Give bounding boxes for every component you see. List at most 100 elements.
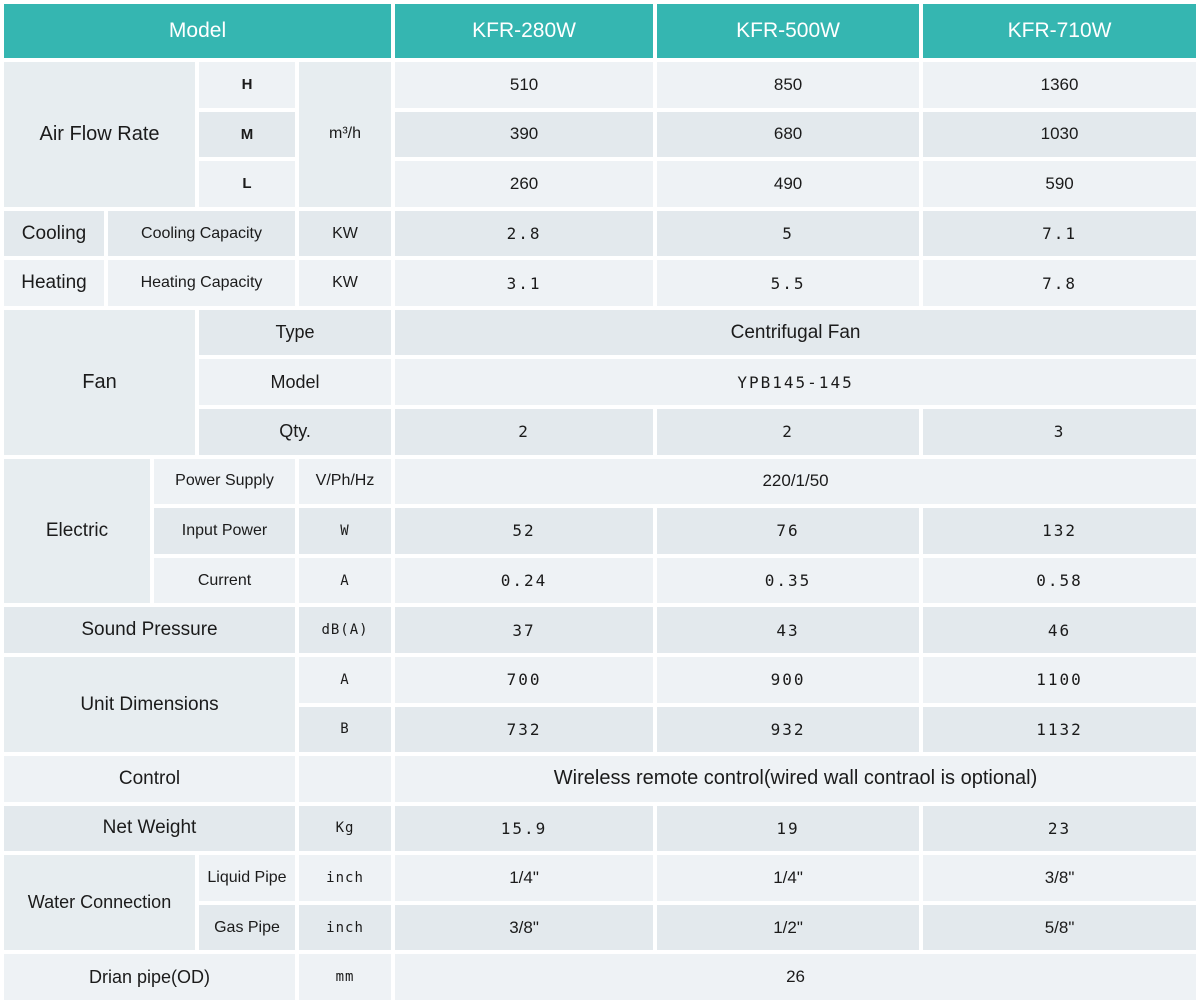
input-power-unit: W <box>299 508 392 554</box>
air-flow-l-value-280w: 260 <box>395 161 654 207</box>
power-supply-row: Electric Power Supply V/Ph/Hz 220/1/50 <box>4 458 1197 604</box>
current-row: Current A 0.24 0.35 0.58 <box>4 557 1197 604</box>
model-header-label: Model <box>4 4 392 58</box>
air-flow-m-row: M 390 680 1030 <box>4 111 1197 158</box>
liquid-pipe-value-710w: 3/8" <box>923 855 1197 901</box>
heating-value-280w: 3.1 <box>395 260 654 306</box>
dimension-b-value-710w: 1132 <box>923 706 1197 753</box>
fan-model-label: Model <box>199 359 392 406</box>
cooling-row: Cooling Cooling Capacity KW 2.8 5 7.1 <box>4 210 1197 257</box>
sound-pressure-row: Sound Pressure dB(A) 37 43 46 <box>4 607 1197 653</box>
air-flow-m-key: M <box>199 111 295 158</box>
fan-qty-value-710w: 3 <box>923 409 1197 455</box>
air-flow-h-row: Air Flow Rate H m³/h 510 850 1360 <box>4 62 1197 207</box>
air-flow-h-value-500w: 850 <box>657 62 920 108</box>
cooling-value-500w: 5 <box>657 210 920 257</box>
dimension-a-value-280w: 700 <box>395 656 654 703</box>
fan-qty-value-280w: 2 <box>395 409 654 455</box>
drain-pipe-unit: mm <box>299 954 392 1000</box>
fan-qty-label: Qty. <box>199 409 392 455</box>
current-value-500w: 0.35 <box>657 557 920 604</box>
air-flow-m-value-710w: 1030 <box>923 111 1197 158</box>
heating-value-710w: 7.8 <box>923 260 1197 306</box>
air-flow-h-value-280w: 510 <box>395 62 654 108</box>
cooling-value-710w: 7.1 <box>923 210 1197 257</box>
column-header-kfr-280w: KFR-280W <box>395 4 654 58</box>
dimension-a-key: A <box>299 656 392 703</box>
cooling-unit: KW <box>299 210 392 257</box>
fan-qty-row: Qty. 2 2 3 <box>4 409 1197 455</box>
net-weight-value-710w: 23 <box>923 805 1197 852</box>
heating-unit: KW <box>299 260 392 306</box>
control-value: Wireless remote control(wired wall contr… <box>395 756 1197 802</box>
heating-row: Heating Heating Capacity KW 3.1 5.5 7.8 <box>4 260 1197 306</box>
power-supply-unit: V/Ph/Hz <box>299 458 392 505</box>
current-value-280w: 0.24 <box>395 557 654 604</box>
electric-label: Electric <box>4 458 150 604</box>
gas-pipe-label: Gas Pipe <box>199 904 295 951</box>
sound-pressure-value-710w: 46 <box>923 607 1197 653</box>
fan-type-label: Type <box>199 309 392 356</box>
dimension-a-row: Unit Dimensions A 700 900 1100 <box>4 656 1197 753</box>
fan-label: Fan <box>4 309 195 455</box>
liquid-pipe-unit: inch <box>299 855 392 901</box>
current-unit: A <box>299 557 392 604</box>
air-flow-unit: m³/h <box>299 62 392 207</box>
fan-type-value: Centrifugal Fan <box>395 309 1197 356</box>
control-row: Control Wireless remote control(wired wa… <box>4 756 1197 802</box>
sound-pressure-value-500w: 43 <box>657 607 920 653</box>
air-flow-l-row: L 260 490 590 <box>4 161 1197 207</box>
gas-pipe-value-710w: 5/8" <box>923 904 1197 951</box>
fan-model-value: YPB145-145 <box>395 359 1197 406</box>
sound-pressure-value-280w: 37 <box>395 607 654 653</box>
column-header-kfr-500w: KFR-500W <box>657 4 920 58</box>
control-unit-empty-cell <box>299 756 392 802</box>
air-flow-rate-label: Air Flow Rate <box>4 62 195 207</box>
power-supply-label: Power Supply <box>154 458 295 505</box>
column-header-kfr-710w: KFR-710W <box>923 4 1197 58</box>
air-flow-m-value-500w: 680 <box>657 111 920 158</box>
dimension-b-row: B 732 932 1132 <box>4 706 1197 753</box>
fan-type-row: Fan Type Centrifugal Fan <box>4 309 1197 455</box>
heating-value-500w: 5.5 <box>657 260 920 306</box>
unit-dimensions-label: Unit Dimensions <box>4 656 295 753</box>
net-weight-label: Net Weight <box>4 805 295 852</box>
header-row: Model KFR-280W KFR-500W KFR-710W <box>4 4 1197 58</box>
input-power-value-710w: 132 <box>923 508 1197 554</box>
sound-pressure-unit: dB(A) <box>299 607 392 653</box>
current-label: Current <box>154 557 295 604</box>
liquid-pipe-label: Liquid Pipe <box>199 855 295 901</box>
drain-pipe-row: Drian pipe(OD) mm 26 <box>4 954 1197 1000</box>
input-power-label: Input Power <box>154 508 295 554</box>
fan-qty-value-500w: 2 <box>657 409 920 455</box>
dimension-b-key: B <box>299 706 392 753</box>
dimension-a-value-500w: 900 <box>657 656 920 703</box>
gas-pipe-value-500w: 1/2" <box>657 904 920 951</box>
liquid-pipe-value-280w: 1/4" <box>395 855 654 901</box>
input-power-value-500w: 76 <box>657 508 920 554</box>
air-flow-l-value-710w: 590 <box>923 161 1197 207</box>
gas-pipe-unit: inch <box>299 904 392 951</box>
air-flow-l-value-500w: 490 <box>657 161 920 207</box>
net-weight-value-280w: 15.9 <box>395 805 654 852</box>
air-flow-l-key: L <box>199 161 295 207</box>
input-power-value-280w: 52 <box>395 508 654 554</box>
sound-pressure-label: Sound Pressure <box>4 607 295 653</box>
gas-pipe-row: Gas Pipe inch 3/8" 1/2" 5/8" <box>4 904 1197 951</box>
heating-label: Heating <box>4 260 104 306</box>
cooling-value-280w: 2.8 <box>395 210 654 257</box>
current-value-710w: 0.58 <box>923 557 1197 604</box>
drain-pipe-value: 26 <box>395 954 1197 1000</box>
water-connection-label: Water Connection <box>4 855 195 951</box>
power-supply-value: 220/1/50 <box>395 458 1197 505</box>
net-weight-unit: Kg <box>299 805 392 852</box>
air-flow-m-value-280w: 390 <box>395 111 654 158</box>
liquid-pipe-row: Water Connection Liquid Pipe inch 1/4" 1… <box>4 855 1197 951</box>
net-weight-row: Net Weight Kg 15.9 19 23 <box>4 805 1197 852</box>
gas-pipe-value-280w: 3/8" <box>395 904 654 951</box>
cooling-label: Cooling <box>4 210 104 257</box>
fan-model-row: Model YPB145-145 <box>4 359 1197 406</box>
dimension-b-value-500w: 932 <box>657 706 920 753</box>
net-weight-value-500w: 19 <box>657 805 920 852</box>
